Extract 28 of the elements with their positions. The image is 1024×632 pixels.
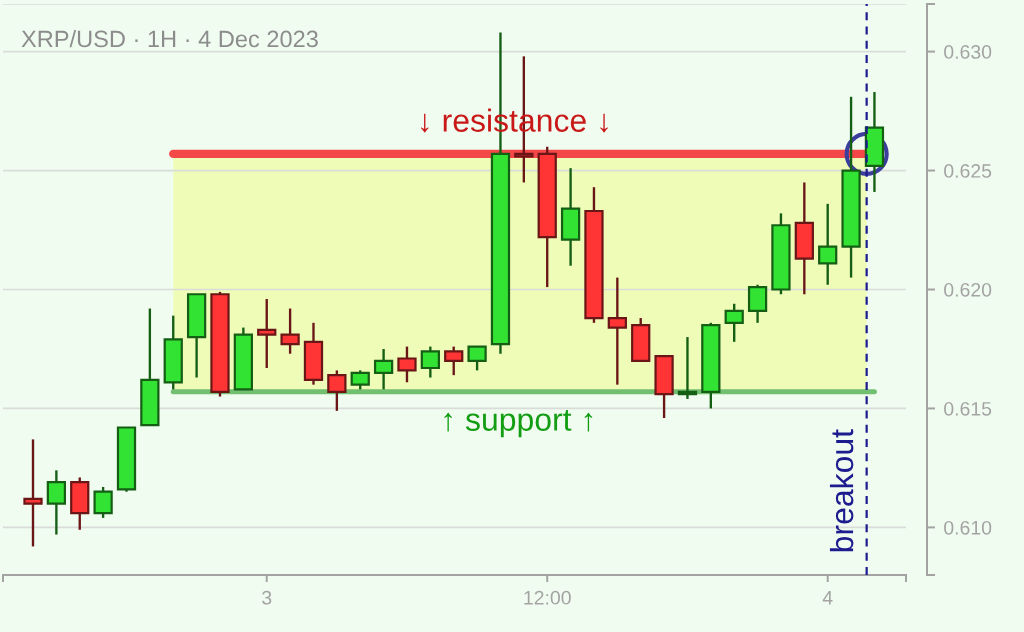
candlestick xyxy=(257,297,277,370)
candlestick xyxy=(444,345,464,377)
x-tick-label: 3 xyxy=(262,590,272,605)
candlestick xyxy=(350,369,370,391)
candlestick xyxy=(23,438,43,548)
candlestick xyxy=(818,202,838,286)
y-tick-label: 0.620 xyxy=(944,282,992,297)
candlestick xyxy=(397,345,417,384)
candlestick xyxy=(420,345,440,379)
candlestick xyxy=(724,302,744,344)
series-label: ↑ support ↑ xyxy=(444,409,593,438)
candlestick xyxy=(46,469,67,536)
candlestick xyxy=(280,307,300,355)
candlestick xyxy=(327,369,347,413)
candlestick xyxy=(467,345,487,372)
candlestick xyxy=(677,335,698,401)
y-tick-label: 0.630 xyxy=(944,45,992,59)
candlestick xyxy=(373,347,394,391)
y-tick-label: 0.615 xyxy=(944,401,992,416)
candlestick xyxy=(747,283,768,324)
candlestick xyxy=(93,485,113,520)
text: XRP/USD · 1H · 4 Dec 2023 xyxy=(21,30,318,48)
x-tick-label: 12:00 xyxy=(524,590,571,605)
x-tick-label: 4 xyxy=(822,591,833,605)
candlestick xyxy=(607,276,627,386)
y-tick-label: 0.625 xyxy=(944,164,992,178)
ref-line-label: breakout xyxy=(829,429,854,552)
y-tick-label: 0.610 xyxy=(944,520,992,535)
